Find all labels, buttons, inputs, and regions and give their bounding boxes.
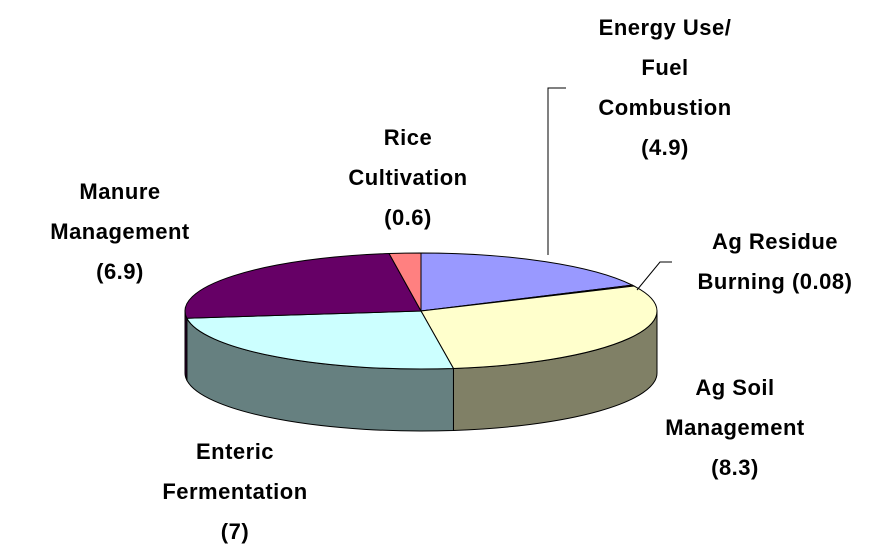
category-label: Manure Management [50,179,190,244]
value-label: (0.08) [791,269,853,294]
pie-slice [388,252,422,313]
slice-label: Ag Soil Management (8.3) [635,368,835,488]
slice-label: Energy Use/ Fuel Combustion (4.9) [585,8,745,168]
value-label: (0.6) [384,205,432,230]
slice-label: Ag Residue Burning (0.08) [670,222,880,302]
value-label: (8.3) [711,455,759,480]
pie-slice [184,253,422,319]
category-label: Ag Soil Management [665,375,805,440]
pie-slice [186,310,455,370]
category-label: Ag Residue Burning [697,229,839,294]
slice-label: Rice Cultivation (0.6) [333,118,483,238]
leader-line [636,261,672,291]
value-label: (6.9) [96,259,144,284]
category-label: Rice Cultivation [348,125,468,190]
slice-label: Manure Management (6.9) [20,172,220,292]
slice-label: Enteric Fermentation (7) [150,432,320,548]
value-label: (4.9) [641,135,689,160]
leader-line [547,87,566,255]
value-label: (7) [220,519,250,544]
category-label: Energy Use/ Fuel Combustion [598,15,732,120]
pie-slice [420,285,658,369]
pie-slice [420,252,634,312]
category-label: Enteric Fermentation [162,439,308,504]
pie-side [184,310,188,381]
